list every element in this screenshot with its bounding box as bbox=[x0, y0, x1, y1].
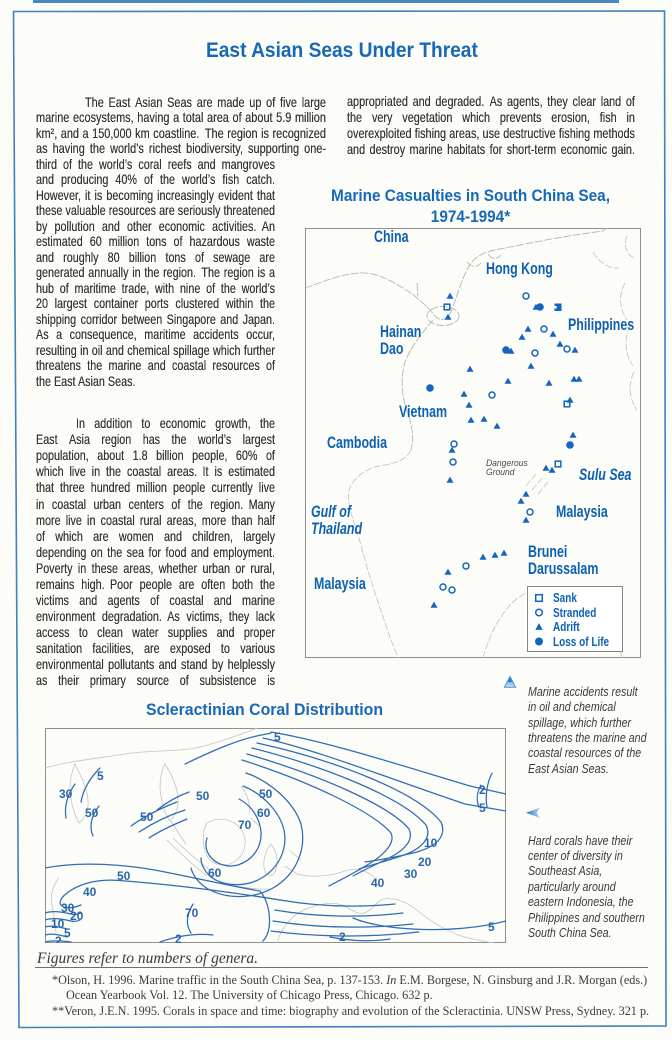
svg-text:60: 60 bbox=[257, 806, 271, 820]
svg-text:5: 5 bbox=[274, 730, 281, 744]
svg-text:2: 2 bbox=[175, 932, 182, 943]
svg-text:2: 2 bbox=[55, 934, 62, 943]
svg-text:30: 30 bbox=[59, 787, 73, 801]
svg-text:20: 20 bbox=[70, 909, 84, 923]
svg-text:50: 50 bbox=[85, 806, 99, 820]
svg-text:40: 40 bbox=[83, 885, 97, 899]
svg-text:60: 60 bbox=[208, 866, 222, 880]
svg-text:5: 5 bbox=[97, 769, 104, 783]
svg-text:5: 5 bbox=[64, 926, 71, 940]
svg-text:40: 40 bbox=[371, 876, 385, 890]
svg-text:10: 10 bbox=[51, 917, 65, 931]
svg-text:30: 30 bbox=[404, 867, 418, 881]
svg-text:70: 70 bbox=[238, 818, 252, 832]
svg-text:50: 50 bbox=[117, 869, 131, 883]
svg-text:5: 5 bbox=[488, 920, 495, 934]
svg-text:50: 50 bbox=[259, 787, 273, 801]
svg-text:2: 2 bbox=[339, 930, 346, 943]
svg-text:30: 30 bbox=[61, 901, 75, 915]
svg-text:2: 2 bbox=[479, 783, 486, 797]
svg-text:10: 10 bbox=[424, 836, 438, 850]
svg-text:70: 70 bbox=[185, 906, 199, 920]
svg-text:20: 20 bbox=[418, 855, 432, 869]
svg-text:50: 50 bbox=[140, 810, 154, 824]
svg-text:50: 50 bbox=[196, 789, 210, 803]
svg-text:5: 5 bbox=[479, 801, 486, 815]
